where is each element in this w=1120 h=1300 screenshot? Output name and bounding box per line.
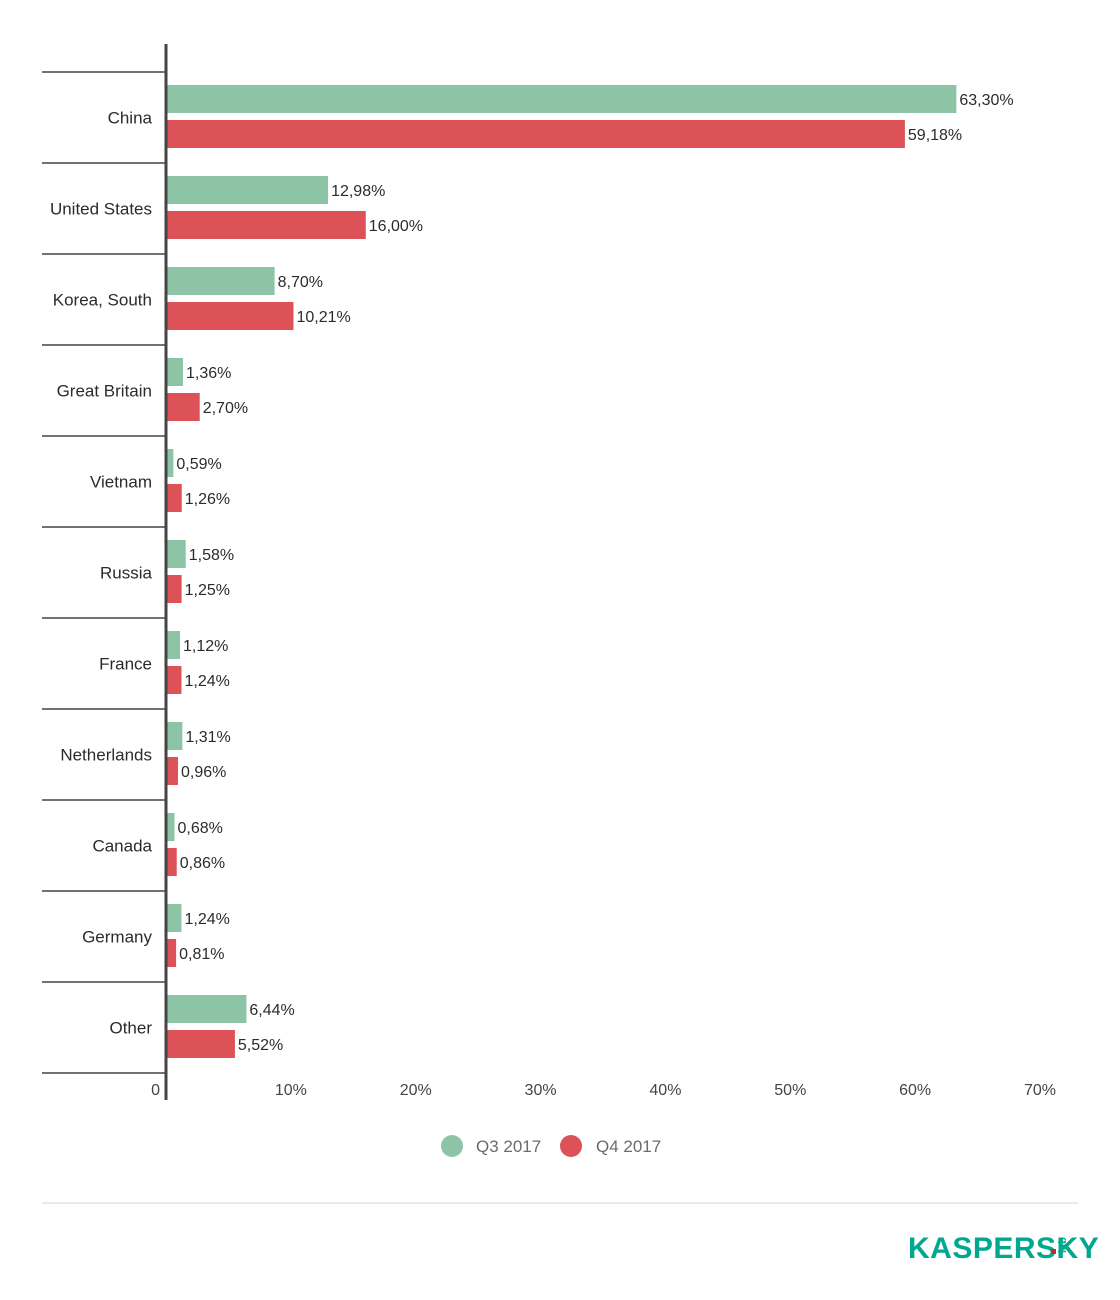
x-tick-label: 0 xyxy=(151,1082,160,1099)
bar-q4 xyxy=(166,302,294,330)
data-label: 8,70% xyxy=(278,274,323,291)
data-label: 63,30% xyxy=(959,92,1013,109)
brand-suffix: lab xyxy=(1057,1237,1069,1253)
category-label: Netherlands xyxy=(60,746,152,765)
bar-q4 xyxy=(166,393,200,421)
data-label: 1,25% xyxy=(185,582,230,599)
bar-q4 xyxy=(166,1030,235,1058)
legend-swatch xyxy=(441,1135,463,1157)
legend-item: Q3 2017 xyxy=(441,1135,541,1157)
bar-q3 xyxy=(166,267,275,295)
bar-q3 xyxy=(166,722,183,750)
bar-q4 xyxy=(166,484,182,512)
category-label: China xyxy=(108,109,153,128)
legend-label: Q3 2017 xyxy=(476,1137,541,1156)
bar-q4 xyxy=(166,848,177,876)
data-label: 2,70% xyxy=(203,400,248,417)
value-labels: 63,30% 59,18% 12,98% 16,00% 8,70% 10,21% 1,36%… xyxy=(176,92,1013,1054)
data-label: 5,52% xyxy=(238,1037,283,1054)
data-label: 1,31% xyxy=(185,729,230,746)
x-tick-label: 70% xyxy=(1024,1082,1056,1099)
bar-q3 xyxy=(166,995,247,1023)
data-label: 1,26% xyxy=(185,491,230,508)
bar-q3 xyxy=(166,176,329,204)
bars xyxy=(166,85,957,1058)
bar-q4 xyxy=(166,666,182,694)
brand-accent-mark xyxy=(1051,1249,1056,1254)
category-labels: China United States Korea, South Great Brit… xyxy=(50,109,153,1038)
data-label: 1,12% xyxy=(183,638,228,655)
data-label: 12,98% xyxy=(331,183,385,200)
data-label: 1,58% xyxy=(189,547,234,564)
data-label: 0,81% xyxy=(179,946,224,963)
legend-label: Q4 2017 xyxy=(596,1137,661,1156)
legend: Q3 2017 Q4 2017 xyxy=(441,1135,661,1157)
category-label: United States xyxy=(50,200,152,219)
bar-q4 xyxy=(166,120,905,148)
x-tick-label: 30% xyxy=(525,1082,557,1099)
bar-q4 xyxy=(166,757,178,785)
category-label: Canada xyxy=(92,837,152,856)
x-tick-label: 60% xyxy=(899,1082,931,1099)
bar-q3 xyxy=(166,540,186,568)
category-label: Russia xyxy=(100,564,153,583)
x-tick-label: 20% xyxy=(400,1082,432,1099)
kaspersky-logo: KASPERSKY lab xyxy=(908,1232,1099,1265)
data-label: 16,00% xyxy=(369,218,423,235)
data-label: 1,36% xyxy=(186,365,231,382)
data-label: 0,68% xyxy=(177,820,222,837)
data-label: 0,86% xyxy=(180,855,225,872)
data-label: 0,96% xyxy=(181,764,226,781)
bar-q3 xyxy=(166,813,175,841)
category-label: Great Britain xyxy=(57,382,152,401)
bar-q4 xyxy=(166,575,182,603)
x-axis: 0 10% 20% 30% 40% 50% 60% 70% xyxy=(151,44,1056,1100)
category-label: France xyxy=(99,655,152,674)
legend-item: Q4 2017 xyxy=(560,1135,661,1157)
bar-q3 xyxy=(166,631,180,659)
bar-q3 xyxy=(166,85,957,113)
x-tick-label: 10% xyxy=(275,1082,307,1099)
bar-q3 xyxy=(166,904,182,932)
category-label: Korea, South xyxy=(53,291,152,310)
bar-q3 xyxy=(166,449,174,477)
x-tick-label: 40% xyxy=(649,1082,681,1099)
data-label: 10,21% xyxy=(296,309,350,326)
data-label: 1,24% xyxy=(184,673,229,690)
data-label: 1,24% xyxy=(184,911,229,928)
bar-q4 xyxy=(166,939,177,967)
bar-q4 xyxy=(166,211,366,239)
category-label: Germany xyxy=(82,928,152,947)
bar-q3 xyxy=(166,358,183,386)
data-label: 0,59% xyxy=(176,456,221,473)
x-tick-label: 50% xyxy=(774,1082,806,1099)
brand-name: KASPERSKY xyxy=(908,1232,1099,1265)
legend-swatch xyxy=(560,1135,582,1157)
data-label: 6,44% xyxy=(249,1002,294,1019)
category-label: Other xyxy=(109,1019,152,1038)
category-separators xyxy=(42,71,166,1074)
data-label: 59,18% xyxy=(908,127,962,144)
category-label: Vietnam xyxy=(90,473,152,492)
